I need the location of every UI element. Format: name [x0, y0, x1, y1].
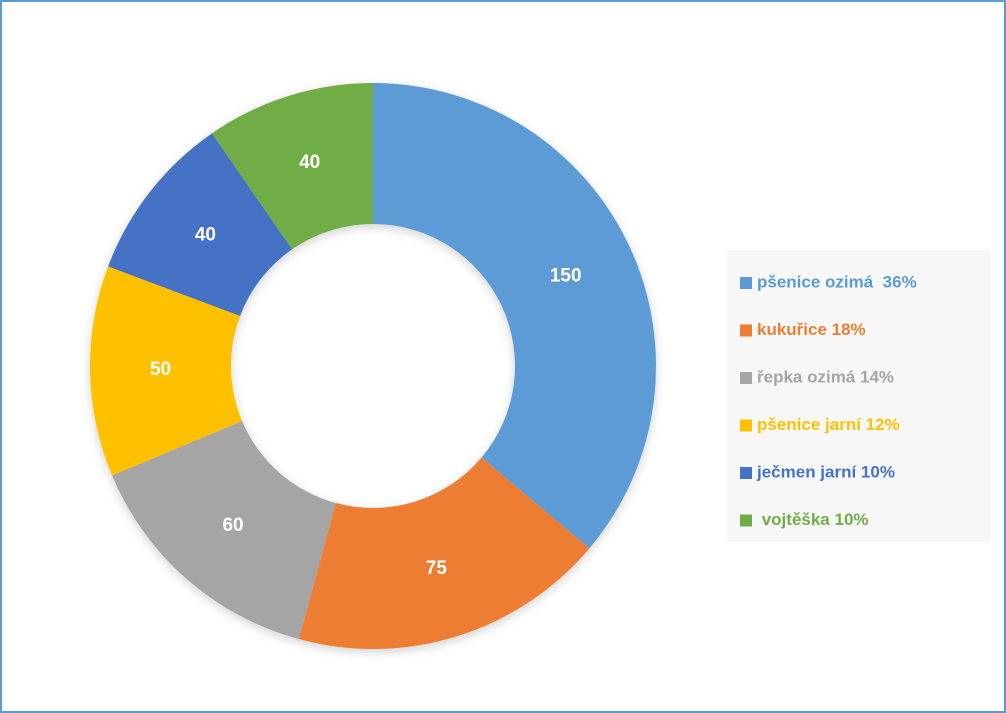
legend-swatch — [740, 324, 752, 337]
slice — [373, 83, 657, 549]
legend-label: pšenice jarní 12% — [757, 415, 900, 434]
slice — [108, 133, 293, 317]
legend-swatch — [740, 514, 752, 527]
legend-label: ječmen jarní 10% — [756, 462, 895, 481]
slice — [112, 420, 336, 640]
data-label: 40 — [299, 152, 320, 173]
legend-swatch — [740, 277, 752, 289]
slice — [298, 457, 590, 650]
data-label: 40 — [195, 224, 216, 245]
data-label: 150 — [550, 265, 582, 286]
legend-swatch — [740, 467, 752, 479]
legend-label: kukuřice 18% — [757, 320, 866, 339]
slice — [211, 83, 373, 250]
data-label: 75 — [426, 558, 448, 579]
slice — [90, 266, 243, 476]
legend-label: řepka ozimá 14% — [757, 367, 894, 386]
legend-swatch — [740, 372, 752, 384]
legend: pšenice ozimá 36% kukuřice 18% řepka ozimá… — [740, 272, 917, 529]
data-label: 60 — [222, 515, 243, 536]
legend-swatch — [740, 419, 752, 432]
donut — [90, 83, 657, 650]
legend-label: vojtěška 10% — [757, 510, 869, 529]
data-labels: 150 75 60 50 40 40 — [150, 152, 582, 579]
data-label: 50 — [150, 359, 171, 380]
legend-label: pšenice ozimá 36% — [757, 272, 917, 291]
legend-box — [727, 250, 991, 542]
